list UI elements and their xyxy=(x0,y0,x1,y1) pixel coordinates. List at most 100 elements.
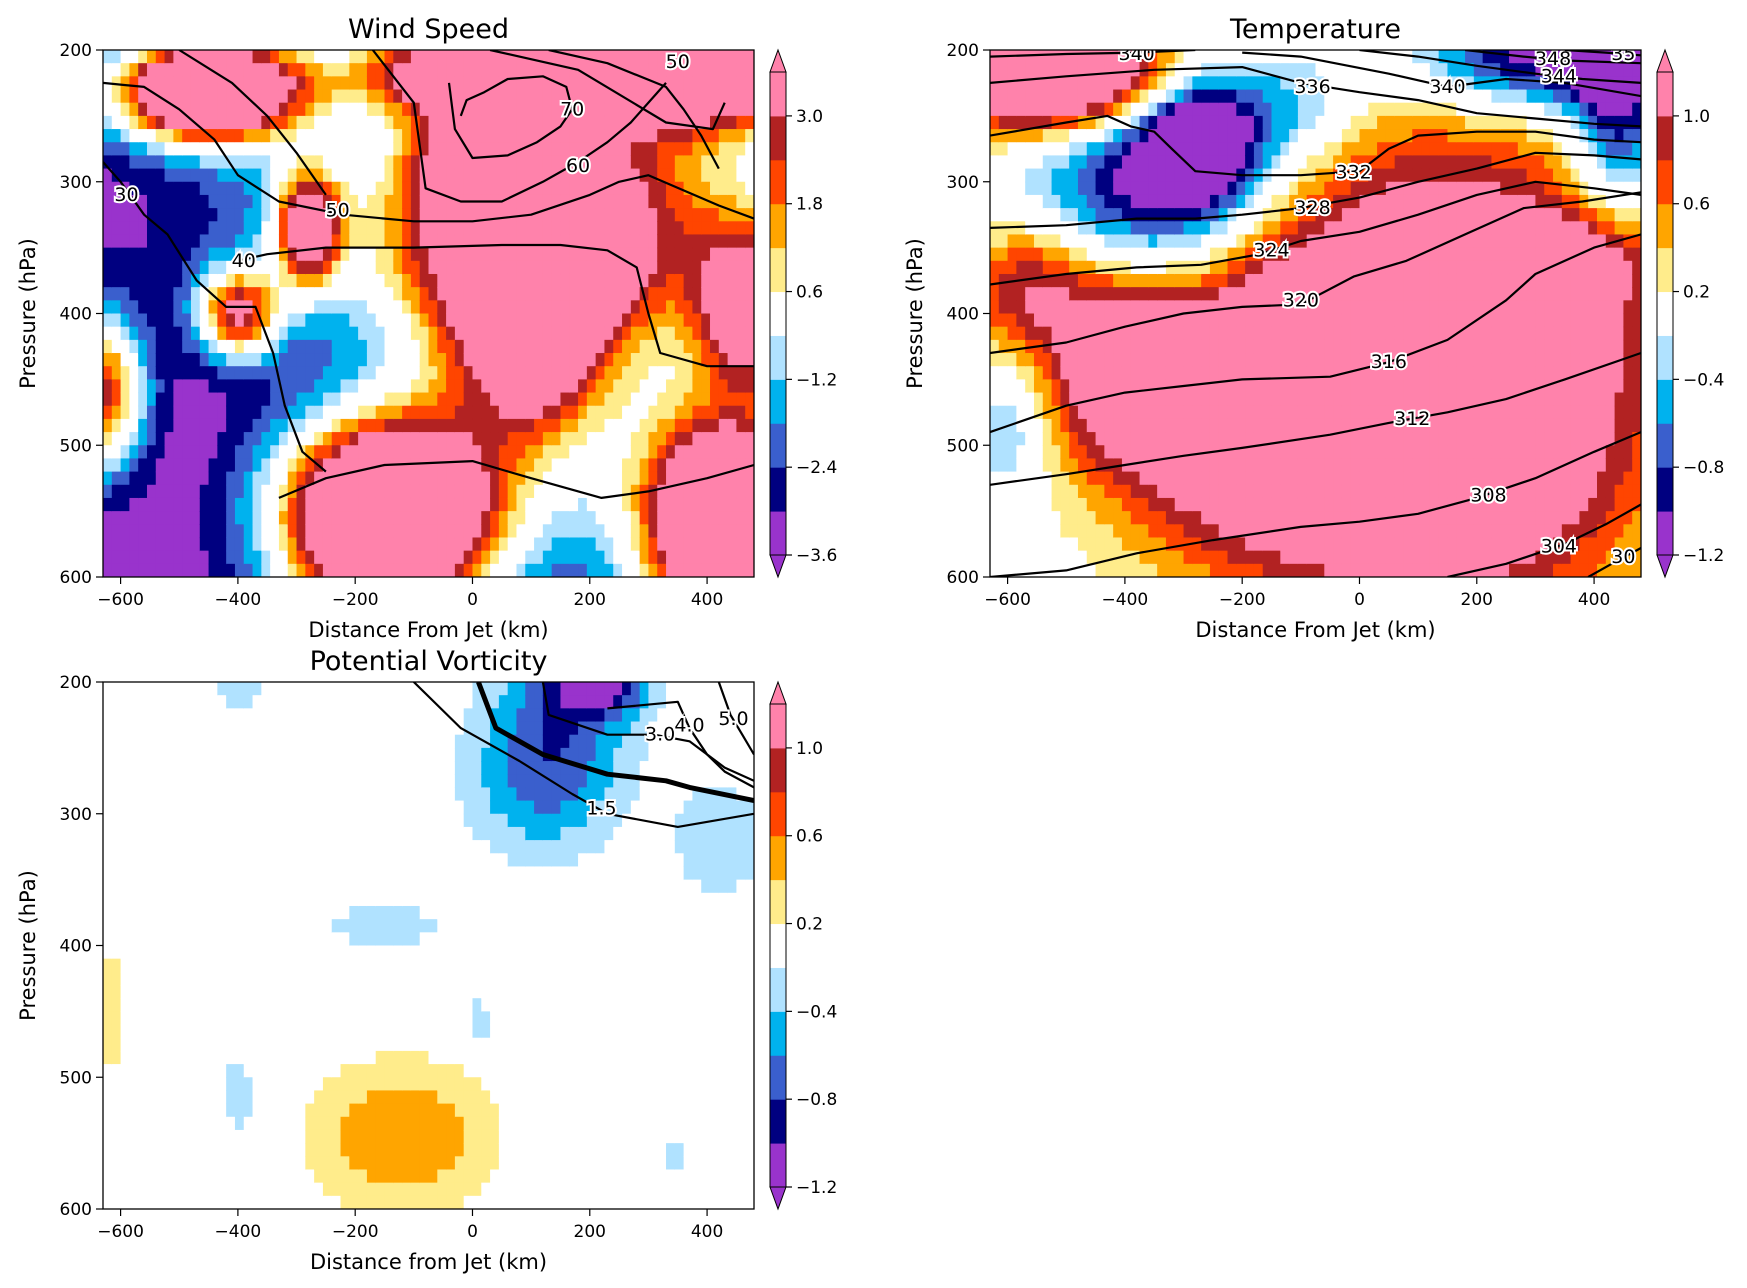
field-cell xyxy=(1306,366,1317,380)
field-cell xyxy=(1377,379,1387,394)
field-cell xyxy=(331,129,342,143)
field-cell xyxy=(604,63,614,77)
field-cell xyxy=(1218,273,1229,288)
field-cell xyxy=(261,63,271,77)
field-cell xyxy=(270,550,280,565)
field-cell xyxy=(243,260,254,275)
field-cell xyxy=(481,89,491,104)
field-cell xyxy=(103,458,113,473)
field-cell xyxy=(1086,234,1097,249)
field-cell xyxy=(1297,273,1308,288)
field-cell xyxy=(278,63,289,77)
field-cell xyxy=(692,194,702,209)
field-cell xyxy=(490,432,500,446)
field-cell xyxy=(1113,524,1123,539)
field-cell xyxy=(393,300,403,315)
field-cell xyxy=(103,221,113,236)
field-cell xyxy=(384,208,394,222)
field-cell xyxy=(1218,524,1229,539)
field-cell xyxy=(998,432,1009,446)
field-cell xyxy=(322,511,333,525)
field-cell xyxy=(1333,563,1343,577)
field-cell xyxy=(1060,432,1070,446)
field-cell xyxy=(217,102,227,117)
field-cell xyxy=(305,326,315,341)
field-cell xyxy=(1236,102,1246,117)
field-cell xyxy=(1324,89,1334,104)
field-cell xyxy=(287,405,298,420)
field-cell xyxy=(534,102,544,117)
field-cell xyxy=(287,102,298,117)
field-cell xyxy=(998,273,1009,288)
field-cell xyxy=(190,260,201,275)
field-cell xyxy=(1113,511,1123,525)
field-cell xyxy=(498,208,509,222)
field-cell xyxy=(1262,300,1273,315)
field-cell xyxy=(1104,484,1114,499)
field-cell xyxy=(736,63,746,77)
field-cell xyxy=(1377,405,1387,420)
field-cell xyxy=(525,524,535,539)
field-cell xyxy=(1315,89,1325,104)
field-cell xyxy=(1016,366,1026,380)
field-cell xyxy=(1033,537,1044,552)
field-cell xyxy=(1077,471,1088,486)
field-cell xyxy=(410,484,421,499)
field-cell xyxy=(1271,405,1281,420)
field-cell xyxy=(1350,273,1361,288)
field-cell xyxy=(287,89,298,104)
field-cell xyxy=(1174,102,1185,117)
field-cell xyxy=(639,392,650,407)
field-cell xyxy=(1227,221,1237,236)
field-cell xyxy=(1139,155,1149,170)
field-cell xyxy=(1236,432,1246,446)
field-cell xyxy=(1157,511,1167,525)
field-cell xyxy=(683,129,694,143)
field-cell xyxy=(437,392,447,407)
field-cell xyxy=(173,63,183,77)
field-cell xyxy=(1280,418,1290,433)
field-cell xyxy=(199,63,210,77)
field-cell xyxy=(666,221,676,236)
field-cell xyxy=(428,418,438,433)
field-cell xyxy=(1060,63,1070,77)
colorbar-segment xyxy=(770,115,786,161)
field-cell xyxy=(1104,458,1114,473)
field-cell xyxy=(1280,50,1290,64)
field-cell xyxy=(472,155,482,170)
field-cell xyxy=(1218,392,1229,407)
field-cell xyxy=(296,247,306,262)
field-cell xyxy=(498,115,509,130)
field-cell xyxy=(1324,511,1334,525)
field-cell xyxy=(683,537,694,552)
field-cell xyxy=(701,89,711,104)
field-cell xyxy=(481,300,491,315)
field-cell xyxy=(287,326,298,341)
field-cell xyxy=(551,50,562,64)
field-cell xyxy=(199,537,210,552)
field-cell xyxy=(1227,550,1237,565)
field-cell xyxy=(1016,155,1026,170)
field-cell xyxy=(226,563,236,577)
field-cell xyxy=(516,247,526,262)
field-cell xyxy=(103,181,113,196)
field-cell xyxy=(578,287,588,301)
field-cell xyxy=(1174,89,1185,104)
field-cell xyxy=(534,221,544,236)
field-cell xyxy=(1385,260,1396,275)
field-cell xyxy=(463,524,474,539)
field-cell xyxy=(208,102,218,117)
field-cell xyxy=(534,432,544,446)
field-cell xyxy=(472,524,482,539)
field-cell xyxy=(1236,524,1246,539)
field-cell xyxy=(639,313,650,328)
field-cell xyxy=(1007,471,1017,486)
field-cell xyxy=(666,418,676,433)
field-cell xyxy=(1377,418,1387,433)
field-cell xyxy=(1236,550,1246,565)
field-cell xyxy=(622,471,632,486)
field-cell xyxy=(516,194,526,209)
field-cell xyxy=(1306,497,1317,512)
field-cell xyxy=(1218,432,1229,446)
field-cell xyxy=(199,102,210,117)
